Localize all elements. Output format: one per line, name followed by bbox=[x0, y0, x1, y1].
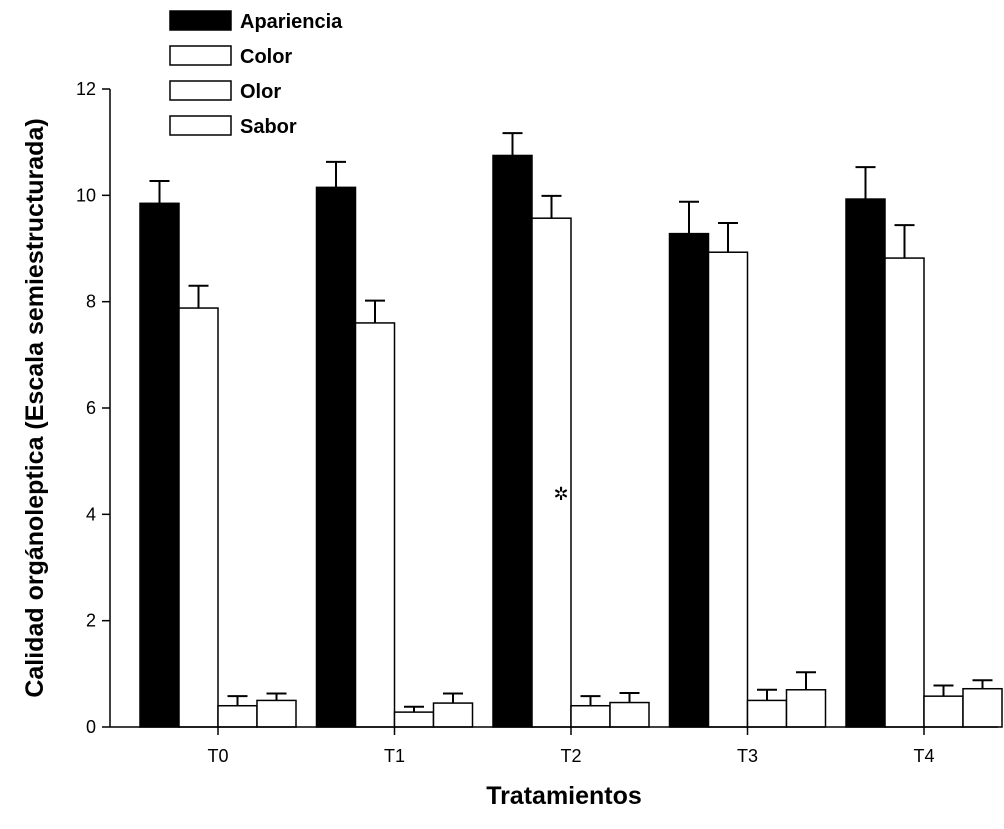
x-tick-label: T1 bbox=[384, 746, 405, 766]
bar bbox=[178, 307, 219, 728]
bar bbox=[884, 257, 925, 728]
bar bbox=[962, 687, 1003, 728]
bar bbox=[139, 202, 180, 728]
bar bbox=[354, 322, 396, 728]
annotations: ✲ bbox=[553, 484, 568, 504]
legend-swatch bbox=[169, 115, 232, 136]
bar bbox=[668, 232, 710, 728]
bar bbox=[432, 702, 474, 728]
legend-swatch bbox=[169, 10, 232, 31]
bar bbox=[531, 217, 572, 728]
bar bbox=[492, 154, 533, 728]
bar bbox=[570, 704, 611, 728]
y-tick-label: 8 bbox=[86, 292, 96, 312]
y-tick-label: 0 bbox=[86, 717, 96, 737]
legend: Apariencia Color Olor Sabor bbox=[169, 10, 343, 138]
bar bbox=[707, 251, 749, 728]
annotation-mark: ✲ bbox=[553, 484, 568, 504]
x-tick-label: T2 bbox=[560, 746, 581, 766]
y-tick-label: 2 bbox=[86, 611, 96, 631]
x-axis-title: Tratamientos bbox=[486, 782, 642, 810]
y-tick-label: 12 bbox=[76, 79, 96, 99]
legend-swatch bbox=[169, 45, 232, 66]
x-tick-label: T3 bbox=[737, 746, 758, 766]
bars-layer bbox=[139, 132, 1003, 728]
legend-label: Color bbox=[240, 46, 292, 68]
y-tick-label: 10 bbox=[76, 185, 96, 205]
legend-label: Apariencia bbox=[240, 11, 343, 33]
bar bbox=[609, 701, 650, 728]
bar bbox=[393, 711, 435, 728]
legend-label: Sabor bbox=[240, 116, 297, 138]
bar bbox=[923, 695, 964, 728]
y-axis-title: Calidad orgánoleptica (Escala semiestruc… bbox=[21, 118, 49, 697]
x-tick-label: T4 bbox=[913, 746, 934, 766]
bar bbox=[315, 186, 357, 728]
y-tick-label: 4 bbox=[86, 504, 96, 524]
bar bbox=[217, 704, 258, 728]
y-ticks: 0 2 4 6 8 10 12 bbox=[76, 79, 110, 737]
x-tick-label: T0 bbox=[207, 746, 228, 766]
bar bbox=[845, 198, 886, 728]
bar bbox=[785, 689, 827, 728]
legend-label: Olor bbox=[240, 81, 281, 103]
x-ticks: T0 T1 T2 T3 T4 bbox=[207, 727, 935, 766]
bar bbox=[256, 699, 297, 728]
bar bbox=[746, 699, 788, 728]
legend-swatch bbox=[169, 80, 232, 101]
y-tick-label: 6 bbox=[86, 398, 96, 418]
